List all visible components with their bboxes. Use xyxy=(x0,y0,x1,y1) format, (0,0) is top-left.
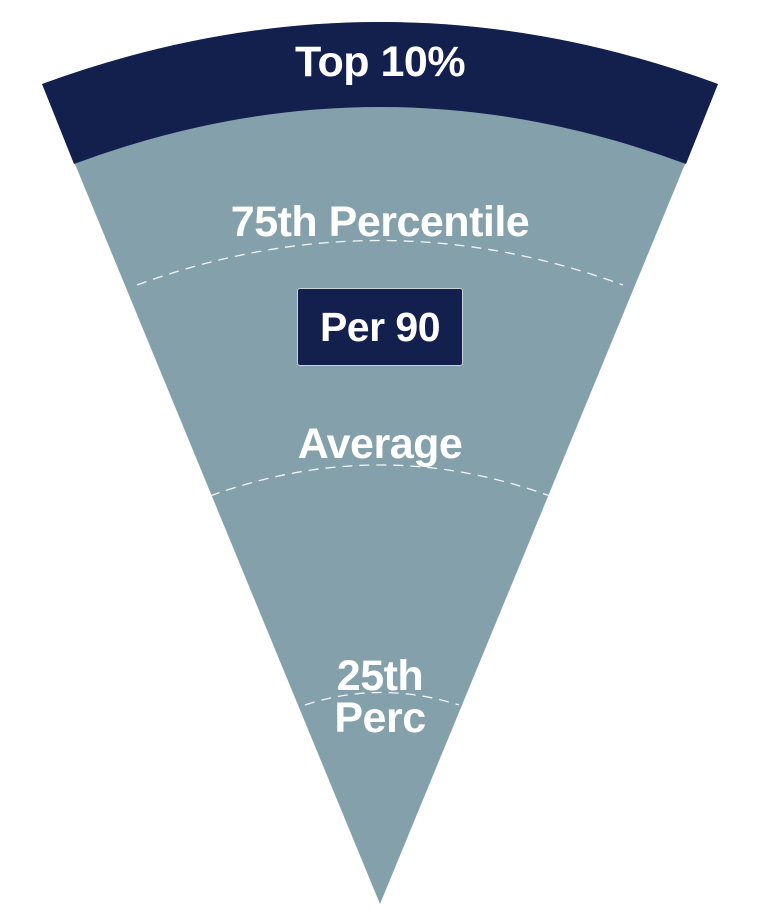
tier-average-label: Average xyxy=(298,420,463,468)
funnel-body xyxy=(42,22,718,904)
top-band xyxy=(42,22,718,164)
divider-75th xyxy=(136,239,624,286)
divider-average xyxy=(209,464,551,497)
divider-25th xyxy=(304,691,460,706)
tier-top-label: Top 10% xyxy=(295,38,465,86)
per-90-badge[interactable]: Per 90 xyxy=(297,288,463,366)
tier-75th-label: 75th Percentile xyxy=(231,198,529,246)
tier-25th-label-line2: Perc xyxy=(334,694,425,742)
tier-25th-label-line1: 25th xyxy=(337,652,423,700)
